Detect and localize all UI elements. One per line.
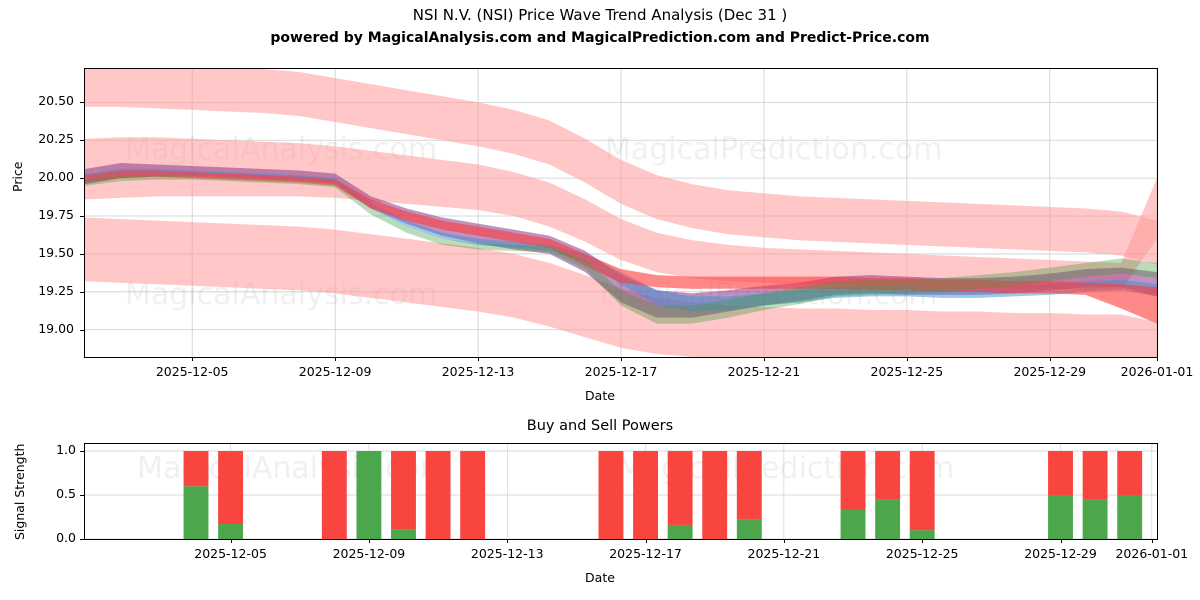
price-x-tick-label: 2026-01-01 xyxy=(1120,364,1194,379)
price-band-wave-blue xyxy=(85,169,1157,312)
sell-power-bar xyxy=(1048,451,1073,496)
signal-x-tick-label: 2025-12-13 xyxy=(470,546,544,561)
sell-power-bar xyxy=(736,451,762,520)
price-y-tick-mark xyxy=(80,291,84,293)
signal-x-tick-mark xyxy=(645,539,647,543)
price-x-tick-mark xyxy=(1049,357,1051,361)
price-band-upper-resistance-band xyxy=(85,69,1157,265)
price-plot-area: MagicalAnalysis.comMagicalPrediction.com… xyxy=(84,68,1158,358)
sell-power-bar xyxy=(183,451,209,487)
buy-power-bar xyxy=(1082,499,1108,539)
signal-x-tick-label: 2025-12-05 xyxy=(194,546,267,561)
price-y-tick-mark xyxy=(80,140,84,142)
price-band-wave-strong-red xyxy=(85,170,1157,324)
price-y-tick-mark xyxy=(80,102,84,104)
price-x-tick-mark xyxy=(192,357,194,361)
price-y-tick-mark xyxy=(80,329,84,331)
price-x-tick-label: 2025-12-13 xyxy=(441,364,515,379)
price-y-tick-label: 19.75 xyxy=(38,207,74,223)
signal-x-tick-mark xyxy=(783,539,785,543)
sell-power-bar xyxy=(1117,451,1143,496)
sell-power-bar xyxy=(1082,451,1108,500)
signal-x-tick-label: 2025-12-25 xyxy=(885,546,959,561)
signal-x-tick-label: 2025-12-21 xyxy=(747,546,821,561)
signal-x-tick-mark xyxy=(1151,539,1153,543)
signal-x-tick-mark xyxy=(368,539,370,543)
signal-y-tick-label: 0.0 xyxy=(56,530,76,545)
sell-power-bar xyxy=(840,451,866,510)
price-y-tick-label: 20.25 xyxy=(38,131,74,147)
price-y-tick-label: 19.25 xyxy=(38,282,74,298)
buy-power-bar xyxy=(736,519,762,539)
watermark-text: MagicalPrediction.com xyxy=(605,132,943,167)
page-subtitle: powered by MagicalAnalysis.com and Magic… xyxy=(270,30,930,46)
buy-power-bar xyxy=(391,529,416,539)
price-y-tick-mark xyxy=(80,253,84,255)
sell-power-bar xyxy=(391,451,416,530)
sell-power-bar xyxy=(425,451,451,539)
price-x-tick-label: 2025-12-25 xyxy=(870,364,944,379)
signal-x-tick-label: 2025-12-09 xyxy=(332,546,406,561)
buy-power-bar xyxy=(218,524,244,539)
signal-y-tick-label: 1.0 xyxy=(56,442,76,458)
sell-power-bar xyxy=(909,451,935,531)
buy-power-bar xyxy=(875,499,901,539)
price-x-tick-label: 2025-12-09 xyxy=(298,364,372,379)
buy-power-bar xyxy=(1048,495,1073,539)
price-x-tick-mark xyxy=(763,357,765,361)
page-title: NSI N.V. (NSI) Price Wave Trend Analysis… xyxy=(412,6,788,24)
price-x-tick-mark xyxy=(1157,357,1158,361)
buy-power-bar xyxy=(183,486,209,539)
price-x-tick-mark xyxy=(335,357,337,361)
signal-y-tick-mark xyxy=(80,539,84,540)
signal-plot-area: MagicalAnalysis.com MagicalPrediction.com xyxy=(84,443,1158,540)
price-y-tick-label: 19.50 xyxy=(38,244,74,260)
signal-y-tick-label: 0.5 xyxy=(56,486,76,502)
buy-power-bar xyxy=(356,451,382,539)
price-y-tick-mark xyxy=(80,216,84,218)
price-x-tick-label: 2025-12-17 xyxy=(584,364,658,379)
price-x-tick-label: 2025-12-05 xyxy=(155,364,229,379)
sell-power-bar xyxy=(598,451,624,539)
price-x-tick-mark xyxy=(906,357,908,361)
price-y-tick-mark xyxy=(80,178,84,180)
sell-power-bar xyxy=(321,451,347,539)
price-band-support-band xyxy=(85,217,1157,357)
buy-power-bar xyxy=(909,530,935,539)
buy-power-bar xyxy=(1117,495,1143,539)
sell-power-bar xyxy=(460,451,486,539)
price-x-tick-label: 2025-12-29 xyxy=(1013,364,1087,379)
buy-power-bar xyxy=(840,509,866,539)
sell-power-bar xyxy=(218,451,244,525)
sell-power-bar xyxy=(667,451,693,525)
price-x-tick-mark xyxy=(621,357,622,361)
price-chart-svg: MagicalAnalysis.comMagicalPrediction.com… xyxy=(85,69,1157,357)
price-y-tick-label: 19.00 xyxy=(38,320,74,336)
signal-y-tick-mark xyxy=(80,451,84,453)
signal-chart-title: Buy and Sell Powers xyxy=(526,418,674,434)
price-y-tick-label: 20.50 xyxy=(38,93,74,109)
price-band-mid-resistance-band xyxy=(85,137,1157,291)
buy-power-bar xyxy=(667,524,693,539)
signal-x-tick-label: 2025-12-17 xyxy=(609,546,682,561)
price-x-tick-mark xyxy=(478,357,480,361)
price-band-wave-green-tail xyxy=(85,175,1157,324)
signal-x-tick-label: 2026-01-01 xyxy=(1115,546,1189,561)
signal-chart-svg: MagicalAnalysis.com MagicalPrediction.com xyxy=(85,444,1157,539)
signal-x-tick-mark xyxy=(922,539,924,543)
signal-y-tick-mark xyxy=(80,495,84,497)
signal-x-tick-mark xyxy=(1060,539,1062,543)
signal-x-axis-label: Date xyxy=(585,570,615,585)
watermark-text: MagicalPrediction.com xyxy=(617,451,955,486)
signal-x-tick-mark xyxy=(507,539,509,543)
sell-power-bar xyxy=(702,451,728,539)
price-y-tick-label: 20.00 xyxy=(38,169,74,185)
price-x-tick-label: 2025-12-21 xyxy=(727,364,801,379)
signal-x-tick-mark xyxy=(230,539,232,543)
sell-power-bar xyxy=(875,451,901,500)
price-x-axis-label: Date xyxy=(585,388,615,403)
sell-power-bar xyxy=(633,451,659,539)
signal-x-tick-label: 2025-12-29 xyxy=(1024,546,1097,561)
